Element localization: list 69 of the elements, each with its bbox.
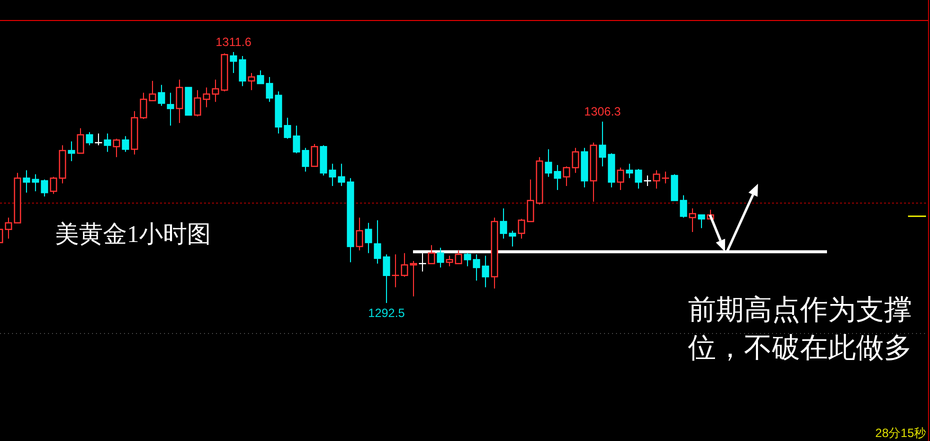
candlestick: [50, 176, 58, 194]
candlestick: [526, 178, 534, 222]
candlestick: [382, 254, 390, 304]
candlestick: [230, 52, 238, 74]
candlestick: [302, 147, 310, 172]
candlestick: [256, 70, 264, 84]
candlestick: [400, 252, 408, 278]
candlestick: [688, 208, 696, 233]
annotation: 1292.5: [368, 306, 406, 320]
candlestick: [40, 178, 48, 198]
candlestick: [76, 128, 84, 154]
text: 美黄金1小时图: [55, 221, 211, 248]
candlestick: [140, 92, 148, 120]
candlestick: [194, 90, 202, 117]
candlestick: [68, 140, 76, 162]
candlestick: [644, 175, 652, 187]
candlestick: [284, 117, 292, 140]
candlestick: [554, 164, 562, 190]
annotation: 1306.3: [584, 104, 622, 119]
candlestick: [22, 170, 30, 194]
candlestick: [212, 79, 220, 102]
candlestick: [392, 254, 400, 288]
candlestick: [338, 163, 346, 187]
candlestick: [32, 174, 40, 192]
candlestick: [410, 260, 418, 297]
annotation: 1311.6: [216, 35, 252, 49]
candlestick: [292, 125, 300, 154]
candlestick: [500, 208, 508, 240]
candlestick: [122, 136, 130, 152]
candlestick: [634, 168, 642, 190]
candlestick: [662, 171, 670, 184]
candlestick: [94, 132, 102, 146]
candlestick: [482, 255, 490, 288]
candlestick: [166, 92, 174, 126]
annotation: 前期高点作为支撑位，不破在此做多: [688, 294, 913, 366]
candlestick: [104, 132, 112, 152]
candlestick: [544, 148, 552, 178]
candlestick: [562, 166, 570, 187]
candlestick: [572, 147, 580, 174]
candlestick: [680, 194, 688, 218]
candlestick: [238, 55, 246, 87]
candlestick: [472, 254, 480, 282]
candlestick: [428, 244, 436, 264]
candlestick: [518, 218, 526, 240]
candlestick: [328, 163, 336, 187]
candlestick: [310, 143, 318, 167]
candlestick: [374, 220, 382, 264]
candlestick: [616, 167, 624, 190]
candlestick: [598, 121, 606, 167]
candlestick: [266, 76, 274, 102]
candlestick: [446, 255, 454, 267]
candlestick: [508, 230, 516, 247]
candlestick: [436, 247, 444, 268]
candlestick: [464, 252, 472, 267]
candlestick: [364, 222, 372, 254]
candlestick: [112, 138, 120, 158]
candlestick: [86, 132, 94, 146]
candlestick: [4, 217, 12, 240]
candlestick: [148, 80, 156, 102]
candlestick: [158, 84, 166, 106]
candlestick: [652, 170, 660, 190]
text: 28分15秒: [875, 425, 926, 441]
candlestick: [248, 72, 256, 91]
candlestick: [626, 163, 634, 179]
candlestick: [356, 217, 364, 251]
candlestick: [698, 214, 706, 229]
candlestick: [202, 86, 210, 108]
candlestick: [176, 79, 184, 124]
candlestick: [454, 250, 462, 264]
